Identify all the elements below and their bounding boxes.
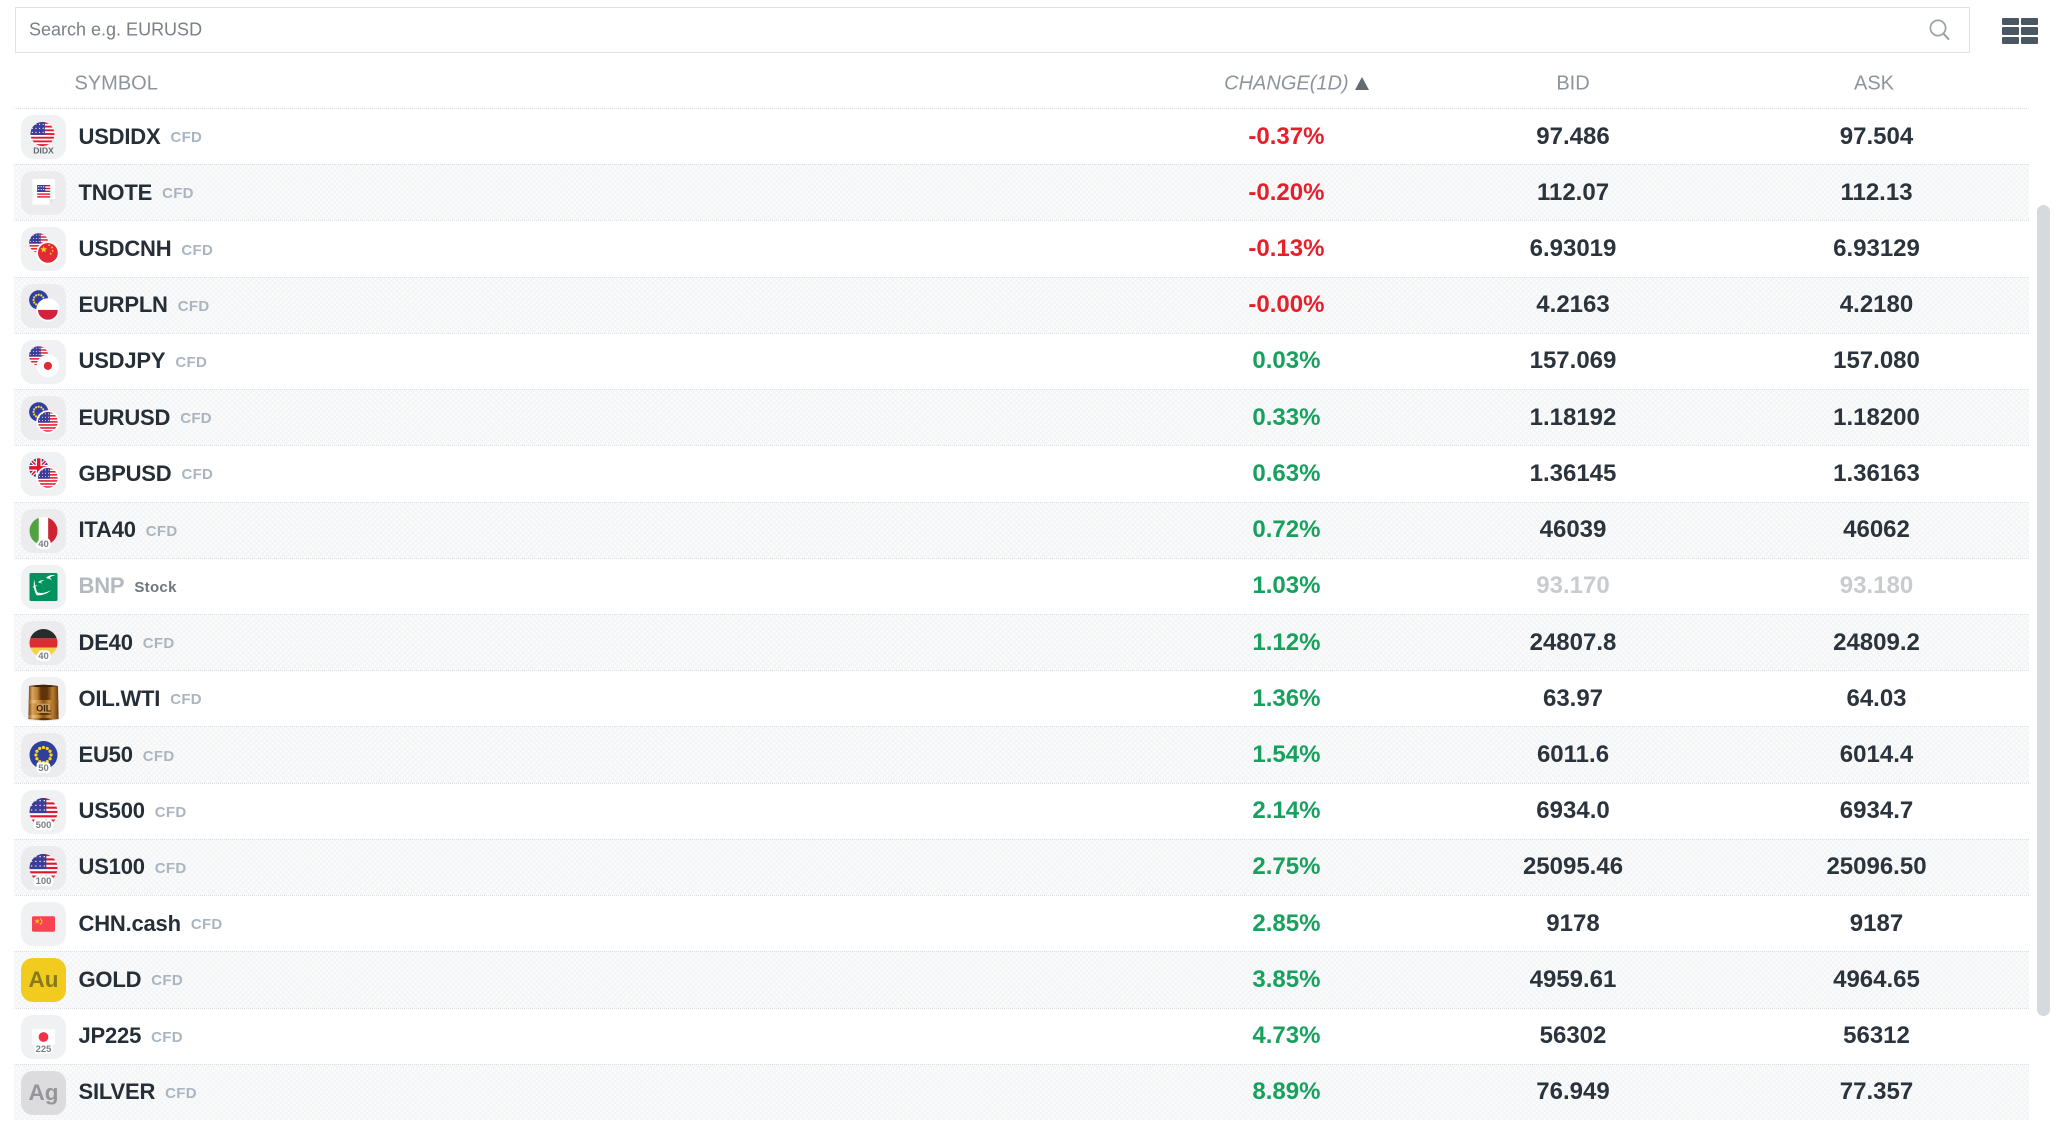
svg-text:50: 50 — [38, 763, 49, 774]
svg-text:DIDX: DIDX — [33, 146, 54, 156]
svg-text:225: 225 — [36, 1043, 53, 1054]
svg-text:40: 40 — [38, 651, 49, 662]
svg-text:500: 500 — [36, 819, 52, 830]
svg-text:OIL: OIL — [36, 704, 52, 714]
svg-text:100: 100 — [36, 876, 52, 887]
svg-text:40: 40 — [38, 538, 49, 549]
